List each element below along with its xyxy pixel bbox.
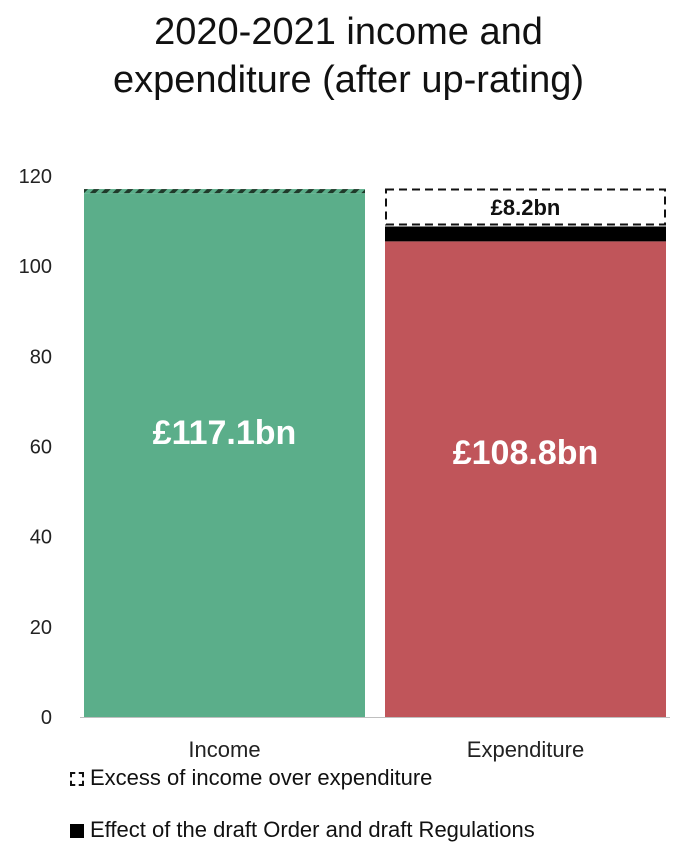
legend-swatch-effect <box>70 824 84 838</box>
chart-title: 2020-2021 income and expenditure (after … <box>0 8 697 104</box>
excess-value-label: £8.2bn <box>491 195 561 220</box>
bar-expenditure-segment-0 <box>385 241 666 717</box>
chart-title-line-1: 2020-2021 income and <box>154 11 543 53</box>
legend-item-effect: Effect of the draft Order and draft Regu… <box>70 817 535 843</box>
bar-value-label-income: £117.1bn <box>153 414 297 452</box>
y-tick-label-1: 20 <box>30 617 52 639</box>
y-tick-label-4: 80 <box>30 346 52 368</box>
y-tick-label-6: 120 <box>19 166 52 188</box>
legend-item-excess: Excess of income over expenditure <box>70 765 432 791</box>
y-tick-label-2: 40 <box>30 527 52 549</box>
legend-swatch-excess <box>70 772 84 786</box>
bar-value-label-expenditure: £108.8bn <box>453 434 599 472</box>
legend-label-effect: Effect of the draft Order and draft Regu… <box>90 817 535 842</box>
bar-expenditure-excess <box>385 188 666 226</box>
y-axis: 0 20 40 60 80 100 120 <box>19 166 670 729</box>
y-tick-label-3: 60 <box>30 437 52 459</box>
y-tick-label-5: 100 <box>19 256 52 278</box>
bar-income-segment-1 <box>84 189 365 194</box>
y-tick-label-0: 0 <box>41 707 52 729</box>
chart-title-line-2: expenditure (after up-rating) <box>112 59 585 101</box>
labels: £117.1bn Income £8.2bn £108.8bn Expenditure <box>153 195 599 762</box>
bars <box>84 188 666 718</box>
x-category-label-income: Income <box>188 737 260 762</box>
bar-income-segment-0 <box>84 193 365 718</box>
legend-label-excess: Excess of income over expenditure <box>90 765 433 790</box>
x-category-label-expenditure: Expenditure <box>467 737 584 762</box>
bar-expenditure-segment-1 <box>385 226 666 242</box>
